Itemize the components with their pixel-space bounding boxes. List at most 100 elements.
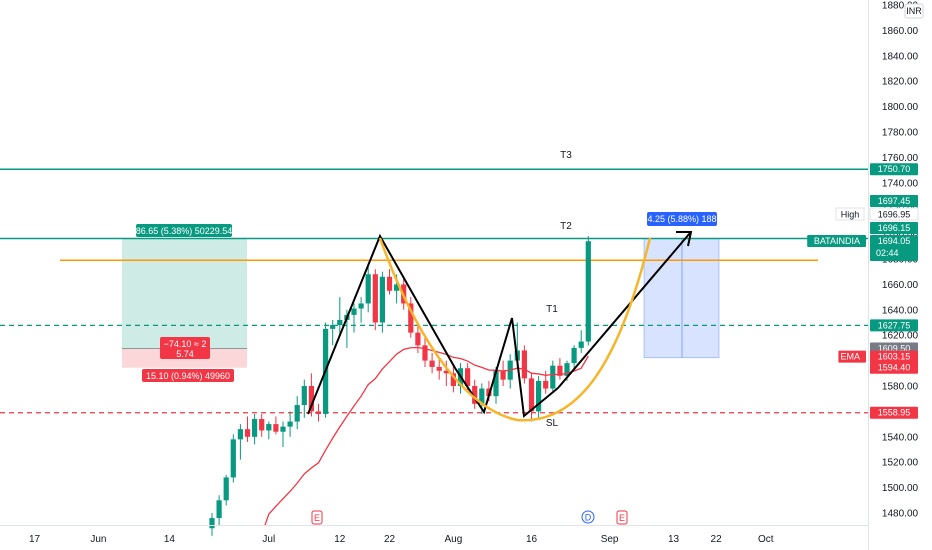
candle-body (536, 380, 542, 412)
candle (422, 337, 428, 367)
candle (216, 495, 222, 526)
candle-body (394, 284, 400, 291)
candle (330, 319, 336, 346)
candle (507, 354, 513, 389)
y-tick-label: 1780.00 (882, 128, 919, 139)
candle (315, 403, 322, 422)
candle-body (450, 373, 456, 386)
candles (209, 236, 591, 536)
candle (578, 330, 584, 353)
candle (266, 421, 272, 440)
x-tick-label: 13 (668, 534, 680, 545)
price-tag-label: 1594.40 (878, 363, 911, 373)
price-tag-name: BATAINDIA (814, 236, 860, 246)
candle (550, 360, 556, 392)
candle-body (422, 345, 428, 361)
price-tag-name-bg (838, 350, 866, 363)
candle (287, 411, 293, 437)
candle-body (408, 303, 414, 333)
candle-body (479, 388, 485, 404)
candle-body (465, 368, 471, 386)
projection-arrow-head (676, 231, 693, 247)
candle-body (266, 424, 272, 431)
candle (386, 269, 393, 295)
candle-body (379, 276, 385, 323)
candle-body (287, 421, 293, 427)
candle (223, 474, 229, 506)
candle (294, 396, 300, 430)
earnings-marker (616, 510, 628, 525)
candle (273, 416, 279, 435)
candle (536, 375, 542, 418)
dividend-marker (581, 510, 595, 524)
candle (209, 513, 215, 536)
candle-body (472, 386, 478, 404)
y-tick-label: 1700.00 (882, 229, 919, 240)
y-tick-label: 1480.00 (882, 509, 919, 520)
candle (585, 236, 591, 346)
currency-badge (904, 3, 924, 19)
candle-body (273, 424, 279, 432)
candle (521, 345, 527, 384)
price-tag-bg (870, 350, 918, 363)
candle-body (550, 365, 556, 389)
earnings-marker-label: E (314, 513, 320, 523)
price-axis[interactable]: 1880.00 1860.00 1840.00 1820.00 1800.00 1780.… (807, 0, 932, 550)
drawings (307, 231, 693, 422)
candle-body (280, 426, 286, 432)
price-tag-label: 1558.95 (878, 408, 911, 418)
x-tick-label: 14 (164, 534, 176, 545)
candle (351, 303, 357, 333)
x-tick-label: Jun (90, 534, 106, 545)
price-tag-label: 1609.50 (878, 344, 911, 354)
t2-label: T2 (560, 221, 572, 232)
price-tag-bg (870, 361, 918, 374)
candle-body (521, 350, 527, 379)
candle (557, 358, 563, 380)
candle-body (429, 360, 435, 367)
price-tag-sub: 02:44 (876, 248, 899, 258)
price-tag-bg (870, 235, 918, 261)
x-tick-label: Aug (445, 534, 463, 545)
sl-label: SL (546, 418, 559, 429)
long-box-tag (136, 224, 232, 237)
candle (408, 297, 414, 338)
candle-body (294, 405, 300, 422)
candle-body (557, 365, 563, 376)
candle-body (244, 429, 251, 437)
y-tick-label: 1740.00 (882, 178, 919, 189)
candle (259, 413, 265, 437)
price-tag-name: EMA (840, 352, 860, 362)
price-tag-bg (870, 163, 918, 176)
x-tick-label: 22 (384, 534, 396, 545)
candle-body (252, 419, 258, 437)
candle (372, 269, 378, 331)
earnings-marker (311, 510, 323, 525)
x-tick-label: 17 (29, 534, 41, 545)
candle (443, 360, 449, 386)
candle-body (337, 319, 343, 326)
candle (450, 365, 456, 393)
time-axis[interactable]: 17 Jun 14 Jul 12 22 Aug 16 Sep 13 22 Oct E D E (0, 510, 868, 545)
candle (500, 360, 506, 386)
t1-label: T1 (546, 304, 558, 315)
ema-line (264, 346, 589, 526)
price-tag-label: 1696.15 (878, 223, 911, 233)
candle-body (493, 370, 499, 397)
x-tick-label: 12 (334, 534, 346, 545)
price-tag-bg (870, 319, 918, 332)
price-tag-label: 1603.15 (878, 352, 911, 362)
x-tick-label: 16 (526, 534, 538, 545)
candle (365, 265, 371, 313)
earnings-marker-label: E (619, 513, 625, 523)
candle-body (585, 241, 591, 342)
x-tick-label: Oct (758, 534, 774, 545)
candle (244, 416, 251, 442)
price-tag-bg (870, 195, 918, 207)
candle (230, 434, 236, 483)
projection-box (643, 238, 720, 359)
candle-body (237, 429, 243, 440)
candle (252, 413, 258, 445)
long-box-mid-tag (160, 337, 210, 359)
